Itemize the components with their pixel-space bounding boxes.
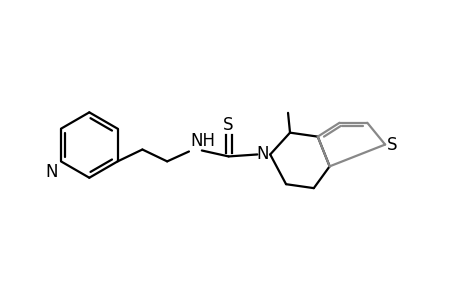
Text: NH: NH (190, 133, 214, 151)
Text: S: S (223, 116, 233, 134)
Text: N: N (256, 146, 268, 164)
Text: N: N (45, 164, 58, 181)
Text: S: S (386, 136, 397, 154)
